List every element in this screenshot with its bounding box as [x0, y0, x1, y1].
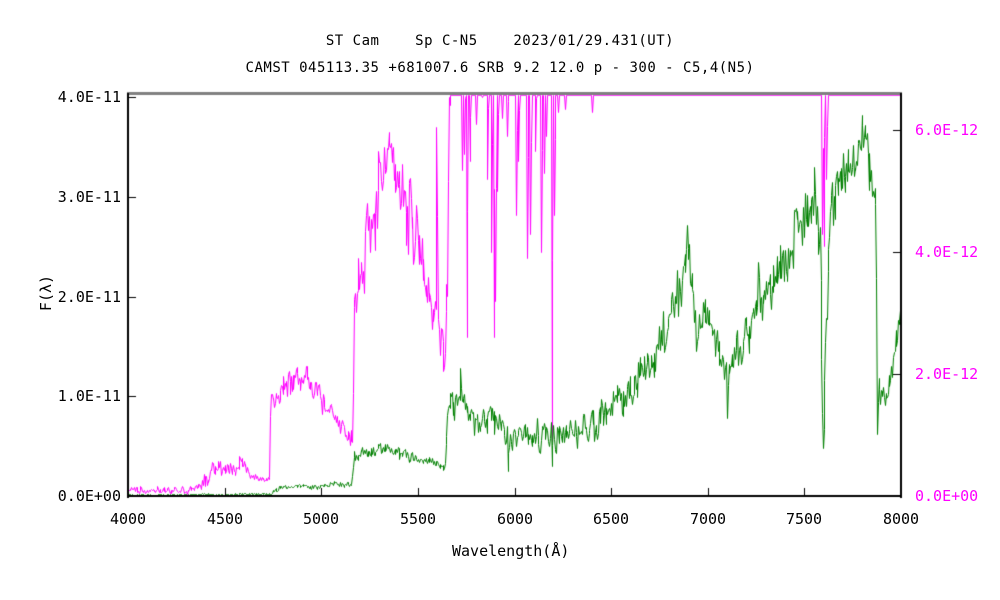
left-axis-tick-label: 3.0E-11: [57, 188, 121, 206]
left-axis-title: F(λ): [37, 274, 55, 312]
x-axis-tick-label: 4000: [109, 510, 147, 528]
x-axis-tick-label: 6500: [592, 510, 630, 528]
right-axis-tick-label: 0.0E+00: [915, 487, 979, 505]
chart-subtitle: CAMST 045113.35 +681007.6 SRB 9.2 12.0 p…: [245, 60, 755, 76]
left-axis-tick-label: 2.0E-11: [57, 288, 121, 306]
x-axis-tick-label: 5500: [399, 510, 437, 528]
x-axis-tick-label: 7500: [785, 510, 823, 528]
left-axis-tick-label: 0.0E+00: [57, 487, 121, 505]
x-axis-tick-label: 7000: [689, 510, 727, 528]
right-axis-tick-label: 2.0E-12: [915, 365, 979, 383]
x-axis-tick-label: 6000: [496, 510, 534, 528]
x-axis-tick-label: 4500: [206, 510, 244, 528]
x-axis-tick-label: 8000: [882, 510, 920, 528]
left-axis-tick-label: 1.0E-11: [57, 387, 121, 405]
left-axis-tick-label: 4.0E-11: [57, 88, 121, 106]
x-axis-tick-label: 5000: [302, 510, 340, 528]
x-axis-title: Wavelength(Å): [452, 542, 570, 560]
right-axis-tick-label: 6.0E-12: [915, 121, 979, 139]
right-axis-tick-label: 4.0E-12: [915, 243, 979, 261]
chart-title: ST Cam Sp C-N5 2023/01/29.431(UT): [325, 33, 675, 49]
